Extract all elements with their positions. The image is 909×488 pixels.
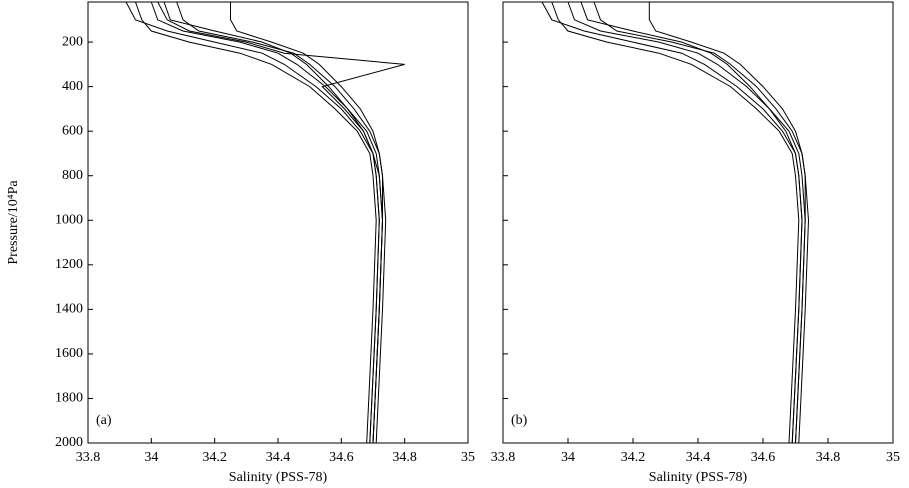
x-tick-label: 34.2 [202,450,227,465]
y-tick-label: 1600 [55,346,83,361]
profile [593,1,810,444]
profile [580,1,803,444]
x-tick-label: 34 [561,450,575,465]
x-tick-label: 35 [461,450,475,465]
panel-label: (b) [511,413,528,428]
x-tick-label: 34.8 [392,450,417,465]
x-axis-label: Salinity (PSS-78) [649,470,748,485]
profile [648,2,806,444]
x-tick-label: 34.4 [686,450,711,465]
y-tick-label: 1400 [55,302,83,317]
y-tick-label: 200 [62,34,83,49]
x-tick-label: 34.8 [816,450,841,465]
y-tick-label: 2000 [55,435,83,450]
x-tick-label: 35 [886,450,900,465]
x-tick-label: 33.8 [76,450,101,465]
y-tick-label: 1800 [55,391,83,406]
profile [125,1,380,444]
x-tick-label: 34.4 [266,450,291,465]
profile [163,1,380,444]
profile [135,1,377,444]
x-tick-label: 34.6 [751,450,776,465]
x-tick-label: 34 [144,450,158,465]
profile [230,2,383,444]
profile [176,1,387,444]
x-tick-label: 33.8 [491,450,516,465]
x-axis-label: Salinity (PSS-78) [229,470,328,485]
x-tick-label: 34.2 [621,450,646,465]
profile [567,1,806,444]
profile [541,1,803,444]
x-tick-label: 34.6 [329,450,354,465]
panel-label: (a) [96,413,112,428]
profile [157,1,405,444]
y-tick-label: 600 [62,123,83,138]
profile [551,1,800,444]
y-axis-label: Pressure/10⁴Pa [6,180,21,265]
y-tick-label: 400 [62,79,83,94]
profile [150,1,384,444]
y-tick-label: 1200 [55,257,83,272]
y-tick-label: 800 [62,168,83,183]
y-tick-label: 1000 [55,212,83,227]
